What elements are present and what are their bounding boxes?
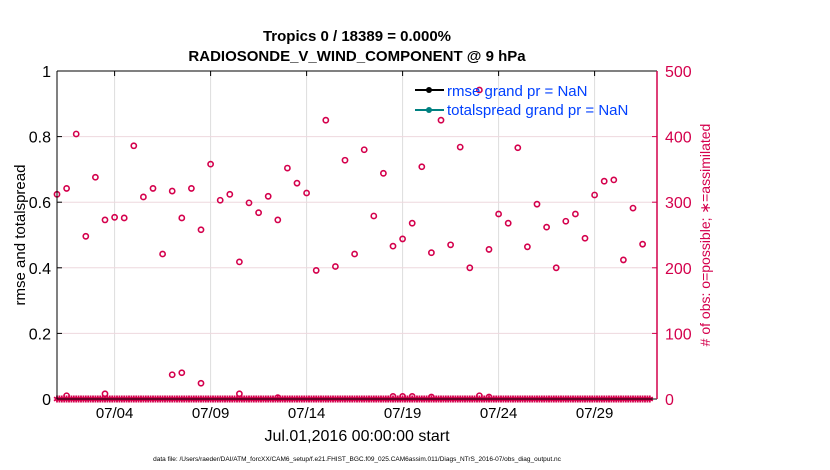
y-tick-label-right: 300: [665, 195, 692, 212]
possible-obs-point: [351, 250, 358, 258]
possible-obs-point: [293, 179, 301, 187]
y-tick-label-left: 1: [42, 64, 51, 81]
legend-totalspread-marker: [426, 107, 432, 113]
possible-obs-point: [82, 232, 90, 240]
possible-obs-point: [629, 204, 637, 212]
possible-obs-point-low: [168, 371, 176, 379]
possible-obs-point: [418, 163, 426, 171]
possible-obs-point: [216, 196, 224, 204]
possible-obs-point: [264, 192, 272, 200]
possible-obs-point: [72, 130, 80, 138]
x-tick-label: 07/04: [96, 405, 134, 422]
x-tick-label: 07/19: [384, 405, 422, 422]
y-tick-label-right: 400: [665, 130, 692, 147]
possible-obs-point: [639, 240, 646, 248]
possible-obs-point: [600, 177, 608, 185]
possible-obs-point: [149, 185, 157, 192]
possible-obs-point: [207, 160, 214, 168]
x-tick-label: 07/24: [480, 405, 518, 422]
possible-obs-point: [533, 200, 541, 208]
possible-obs-point: [389, 242, 397, 250]
legend: rmse grand pr = NaN totalspread grand pr…: [415, 83, 628, 119]
possible-obs-point: [466, 264, 474, 272]
possible-obs-point: [303, 189, 310, 197]
possible-obs-point: [591, 191, 598, 199]
possible-obs-point: [130, 142, 138, 150]
x-tick-label: 07/09: [192, 405, 230, 422]
chart-subtitle: RADIOSONDE_V_WIND_COMPONENT @ 9 hPa: [188, 48, 526, 65]
possible-obs-point: [139, 193, 147, 201]
y-tick-label-right: 500: [665, 64, 692, 81]
possible-obs-point: [197, 226, 205, 234]
x-tick-label: 07/14: [288, 405, 326, 422]
possible-obs-point: [63, 185, 70, 192]
possible-obs-point: [187, 185, 195, 192]
possible-obs-point: [283, 164, 291, 172]
legend-rmse-label: rmse grand pr = NaN: [447, 83, 587, 100]
y-tick-label-left: 0.4: [29, 261, 51, 278]
possible-obs-point: [543, 223, 550, 231]
y-tick-label-right: 100: [665, 326, 692, 343]
possible-obs-point: [562, 217, 570, 225]
y-axis-label-right: # of obs: o=possible; ∗=assimilated: [697, 124, 713, 347]
possible-obs-point: [178, 214, 186, 222]
possible-obs-point: [572, 210, 579, 218]
possible-obs-point: [168, 187, 176, 195]
possible-obs-point: [370, 212, 378, 220]
possible-obs-point: [552, 264, 560, 272]
possible-obs-point: [120, 214, 128, 222]
possible-obs-point: [312, 267, 320, 274]
possible-obs-point: [447, 241, 454, 249]
possible-obs-point: [495, 210, 502, 218]
y-tick-label-left: 0.6: [29, 195, 51, 212]
y-tick-label-right: 200: [665, 261, 692, 278]
possible-obs-point: [322, 116, 330, 124]
data-marks: [53, 86, 654, 403]
possible-obs-point: [274, 216, 282, 224]
y-tick-label-left: 0: [42, 392, 51, 409]
legend-totalspread-label: totalspread grand pr = NaN: [447, 102, 628, 119]
possible-obs-point: [111, 213, 118, 221]
possible-obs-point: [101, 216, 109, 224]
possible-obs-point: [235, 258, 243, 266]
possible-obs-point: [341, 156, 349, 164]
possible-obs-point: [159, 250, 166, 258]
possible-obs-point: [226, 190, 234, 198]
legend-rmse-marker: [426, 87, 432, 93]
chart-title: Tropics 0 / 18389 = 0.000%: [263, 28, 451, 45]
possible-obs-point: [408, 219, 416, 227]
grid: [57, 71, 657, 399]
y-tick-label-right: 0: [665, 392, 674, 409]
y-tick-label-left: 0.8: [29, 130, 51, 147]
x-axis-label: Jul.01,2016 00:00:00 start: [264, 428, 450, 445]
possible-obs-point: [514, 144, 522, 152]
possible-obs-point: [427, 249, 435, 257]
x-tick-label: 07/29: [576, 405, 614, 422]
possible-obs-point: [524, 243, 531, 251]
possible-obs-point: [504, 219, 512, 227]
possible-obs-point: [245, 199, 253, 207]
possible-obs-point: [437, 116, 445, 124]
possible-obs-point: [485, 246, 493, 253]
possible-obs-point: [475, 86, 483, 94]
y-tick-label-left: 0.2: [29, 326, 51, 343]
possible-obs-point: [399, 235, 406, 243]
possible-obs-point-low: [178, 369, 186, 377]
possible-obs-point-low: [197, 379, 205, 387]
footer-data-file: data file: /Users/raeder/DAI/ATM_forcXX/…: [153, 456, 562, 463]
y-axis-label-left: rmse and totalspread: [12, 165, 29, 306]
possible-obs-point: [360, 146, 368, 154]
axes: 07/04 07/09 07/14 07/19 07/24 07/29 0 0.2 0.4 0.6…: [29, 64, 692, 422]
possible-obs-point: [456, 143, 464, 151]
possible-obs-point: [610, 176, 618, 184]
possible-obs-point: [379, 169, 387, 177]
possible-obs-point: [331, 263, 339, 270]
possible-obs-point: [581, 234, 589, 242]
possible-obs-point: [255, 209, 262, 217]
possible-obs-point: [92, 173, 99, 181]
possible-obs-point: [620, 256, 627, 264]
